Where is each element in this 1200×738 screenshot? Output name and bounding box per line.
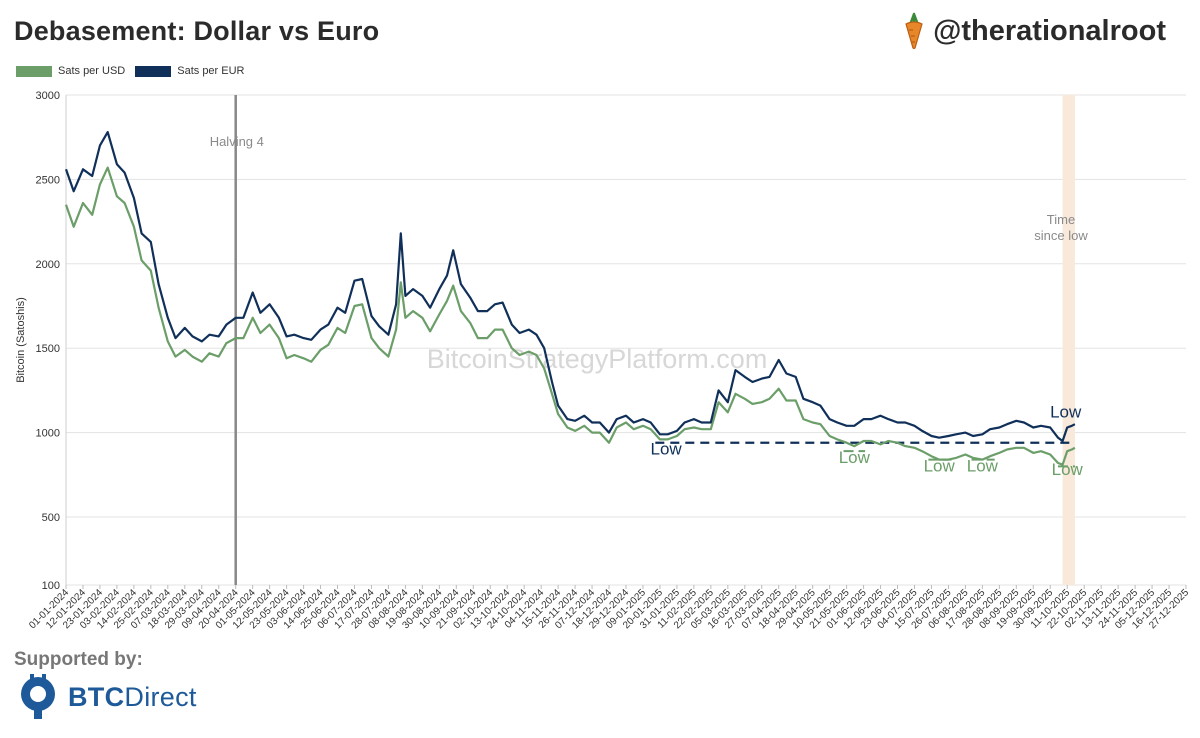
low-annotation: Low [1052, 460, 1084, 479]
y-tick-label: 1500 [36, 343, 60, 355]
supported-by-label: Supported by: [14, 649, 143, 670]
y-axis-label: Bitcoin (Satoshis) [15, 297, 27, 383]
low-annotation: Low [967, 456, 999, 475]
sponsor-logo[interactable]: BTCDirect [18, 674, 197, 720]
y-axis: 3000 2500 2000 1500 1000 500 100 [36, 90, 60, 592]
y-tick-label: 2000 [36, 259, 60, 271]
legend-swatch-usd [16, 65, 52, 77]
annotations: Low Low Low Low Low Low [651, 402, 1084, 478]
legend-item-usd[interactable]: Sats per USD [16, 65, 125, 77]
chart-legend: Sats per USD Sats per EUR [16, 65, 245, 77]
highlight-band [1062, 95, 1075, 585]
carrot-icon [905, 12, 923, 50]
bitcoin-icon [21, 674, 55, 719]
y-tick-label: 2500 [36, 174, 60, 186]
low-annotation: Low [651, 440, 683, 459]
legend-label-usd: Sats per USD [58, 65, 126, 77]
low-annotation: Low [924, 456, 956, 475]
line-chart: Time since low BitcoinStrategyPlatform.co… [15, 90, 1191, 631]
low-annotation: Low [839, 448, 871, 467]
brand-name: BTCDirect [68, 681, 197, 712]
halving-label: Halving 4 [210, 134, 264, 149]
author-handle[interactable]: @therationalroot [903, 12, 1166, 50]
band-label: Time since low [1034, 212, 1088, 243]
page-title: Debasement: Dollar vs Euro [14, 16, 380, 46]
handle-text: @therationalroot [933, 14, 1166, 47]
x-axis: 01-01-202412-01-202423-01-202403-02-2024… [27, 585, 1191, 631]
y-tick-label: 500 [42, 512, 60, 524]
y-tick-label: 1000 [36, 428, 60, 440]
legend-swatch-eur [135, 65, 172, 77]
series-line-eur [64, 131, 1076, 443]
legend-item-eur[interactable]: Sats per EUR [135, 65, 245, 77]
legend-label-eur: Sats per EUR [177, 65, 245, 77]
y-tick-label: 100 [42, 580, 60, 592]
series-line-usd [64, 166, 1076, 466]
time-since-low-band: Time since low [1034, 95, 1088, 585]
watermark: BitcoinStrategyPlatform.com [427, 344, 768, 374]
reference-lines: Halving 4 [210, 95, 1075, 585]
low-annotation: Low [1050, 402, 1082, 421]
y-tick-label: 3000 [36, 90, 60, 102]
series-lines [64, 131, 1076, 466]
